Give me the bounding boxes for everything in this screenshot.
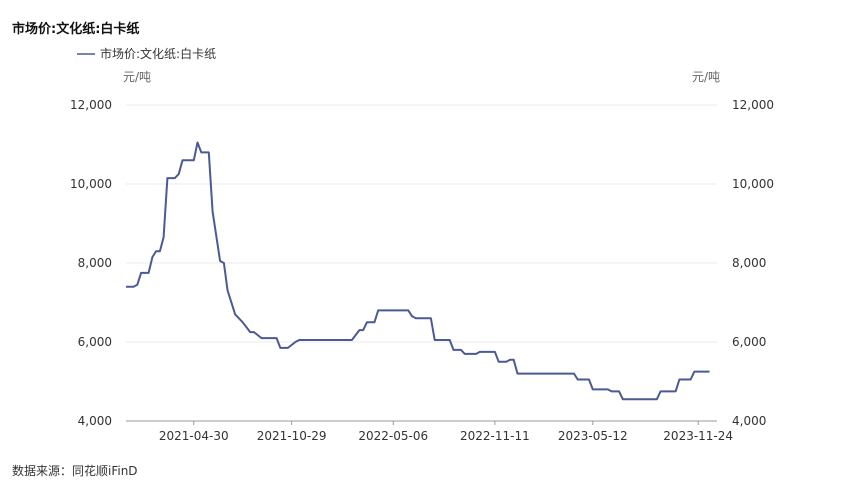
y-tick-label-right: 8,000 — [732, 256, 766, 270]
x-tick-label: 2021-04-30 — [159, 429, 229, 443]
y-tick-label-left: 12,000 — [70, 98, 112, 112]
y-tick-label-right: 4,000 — [732, 414, 766, 428]
y-tick-label-left: 6,000 — [78, 335, 112, 349]
chart-title: 市场价:文化纸:白卡纸 — [12, 22, 140, 37]
x-tick-label: 2023-05-12 — [558, 429, 628, 443]
y-tick-label-left: 4,000 — [78, 414, 112, 428]
series-line — [126, 141, 710, 401]
y-axis-unit-left: 元/吨 — [123, 70, 151, 84]
data-source-note: 数据来源：同花顺iFinD — [12, 464, 138, 478]
y-tick-label-left: 8,000 — [78, 256, 112, 270]
y-axis-unit-right: 元/吨 — [692, 70, 720, 84]
x-tick-label: 2022-05-06 — [358, 429, 428, 443]
legend-entry: 市场价:文化纸:白卡纸 — [100, 46, 216, 61]
y-tick-label-left: 10,000 — [70, 177, 112, 191]
y-tick-label-right: 10,000 — [732, 177, 774, 191]
x-tick-label: 2022-11-11 — [460, 429, 530, 443]
x-tick-label: 2023-11-24 — [663, 429, 733, 443]
y-tick-label-right: 6,000 — [732, 335, 766, 349]
y-tick-label-right: 12,000 — [732, 98, 774, 112]
x-tick-label: 2021-10-29 — [257, 429, 327, 443]
